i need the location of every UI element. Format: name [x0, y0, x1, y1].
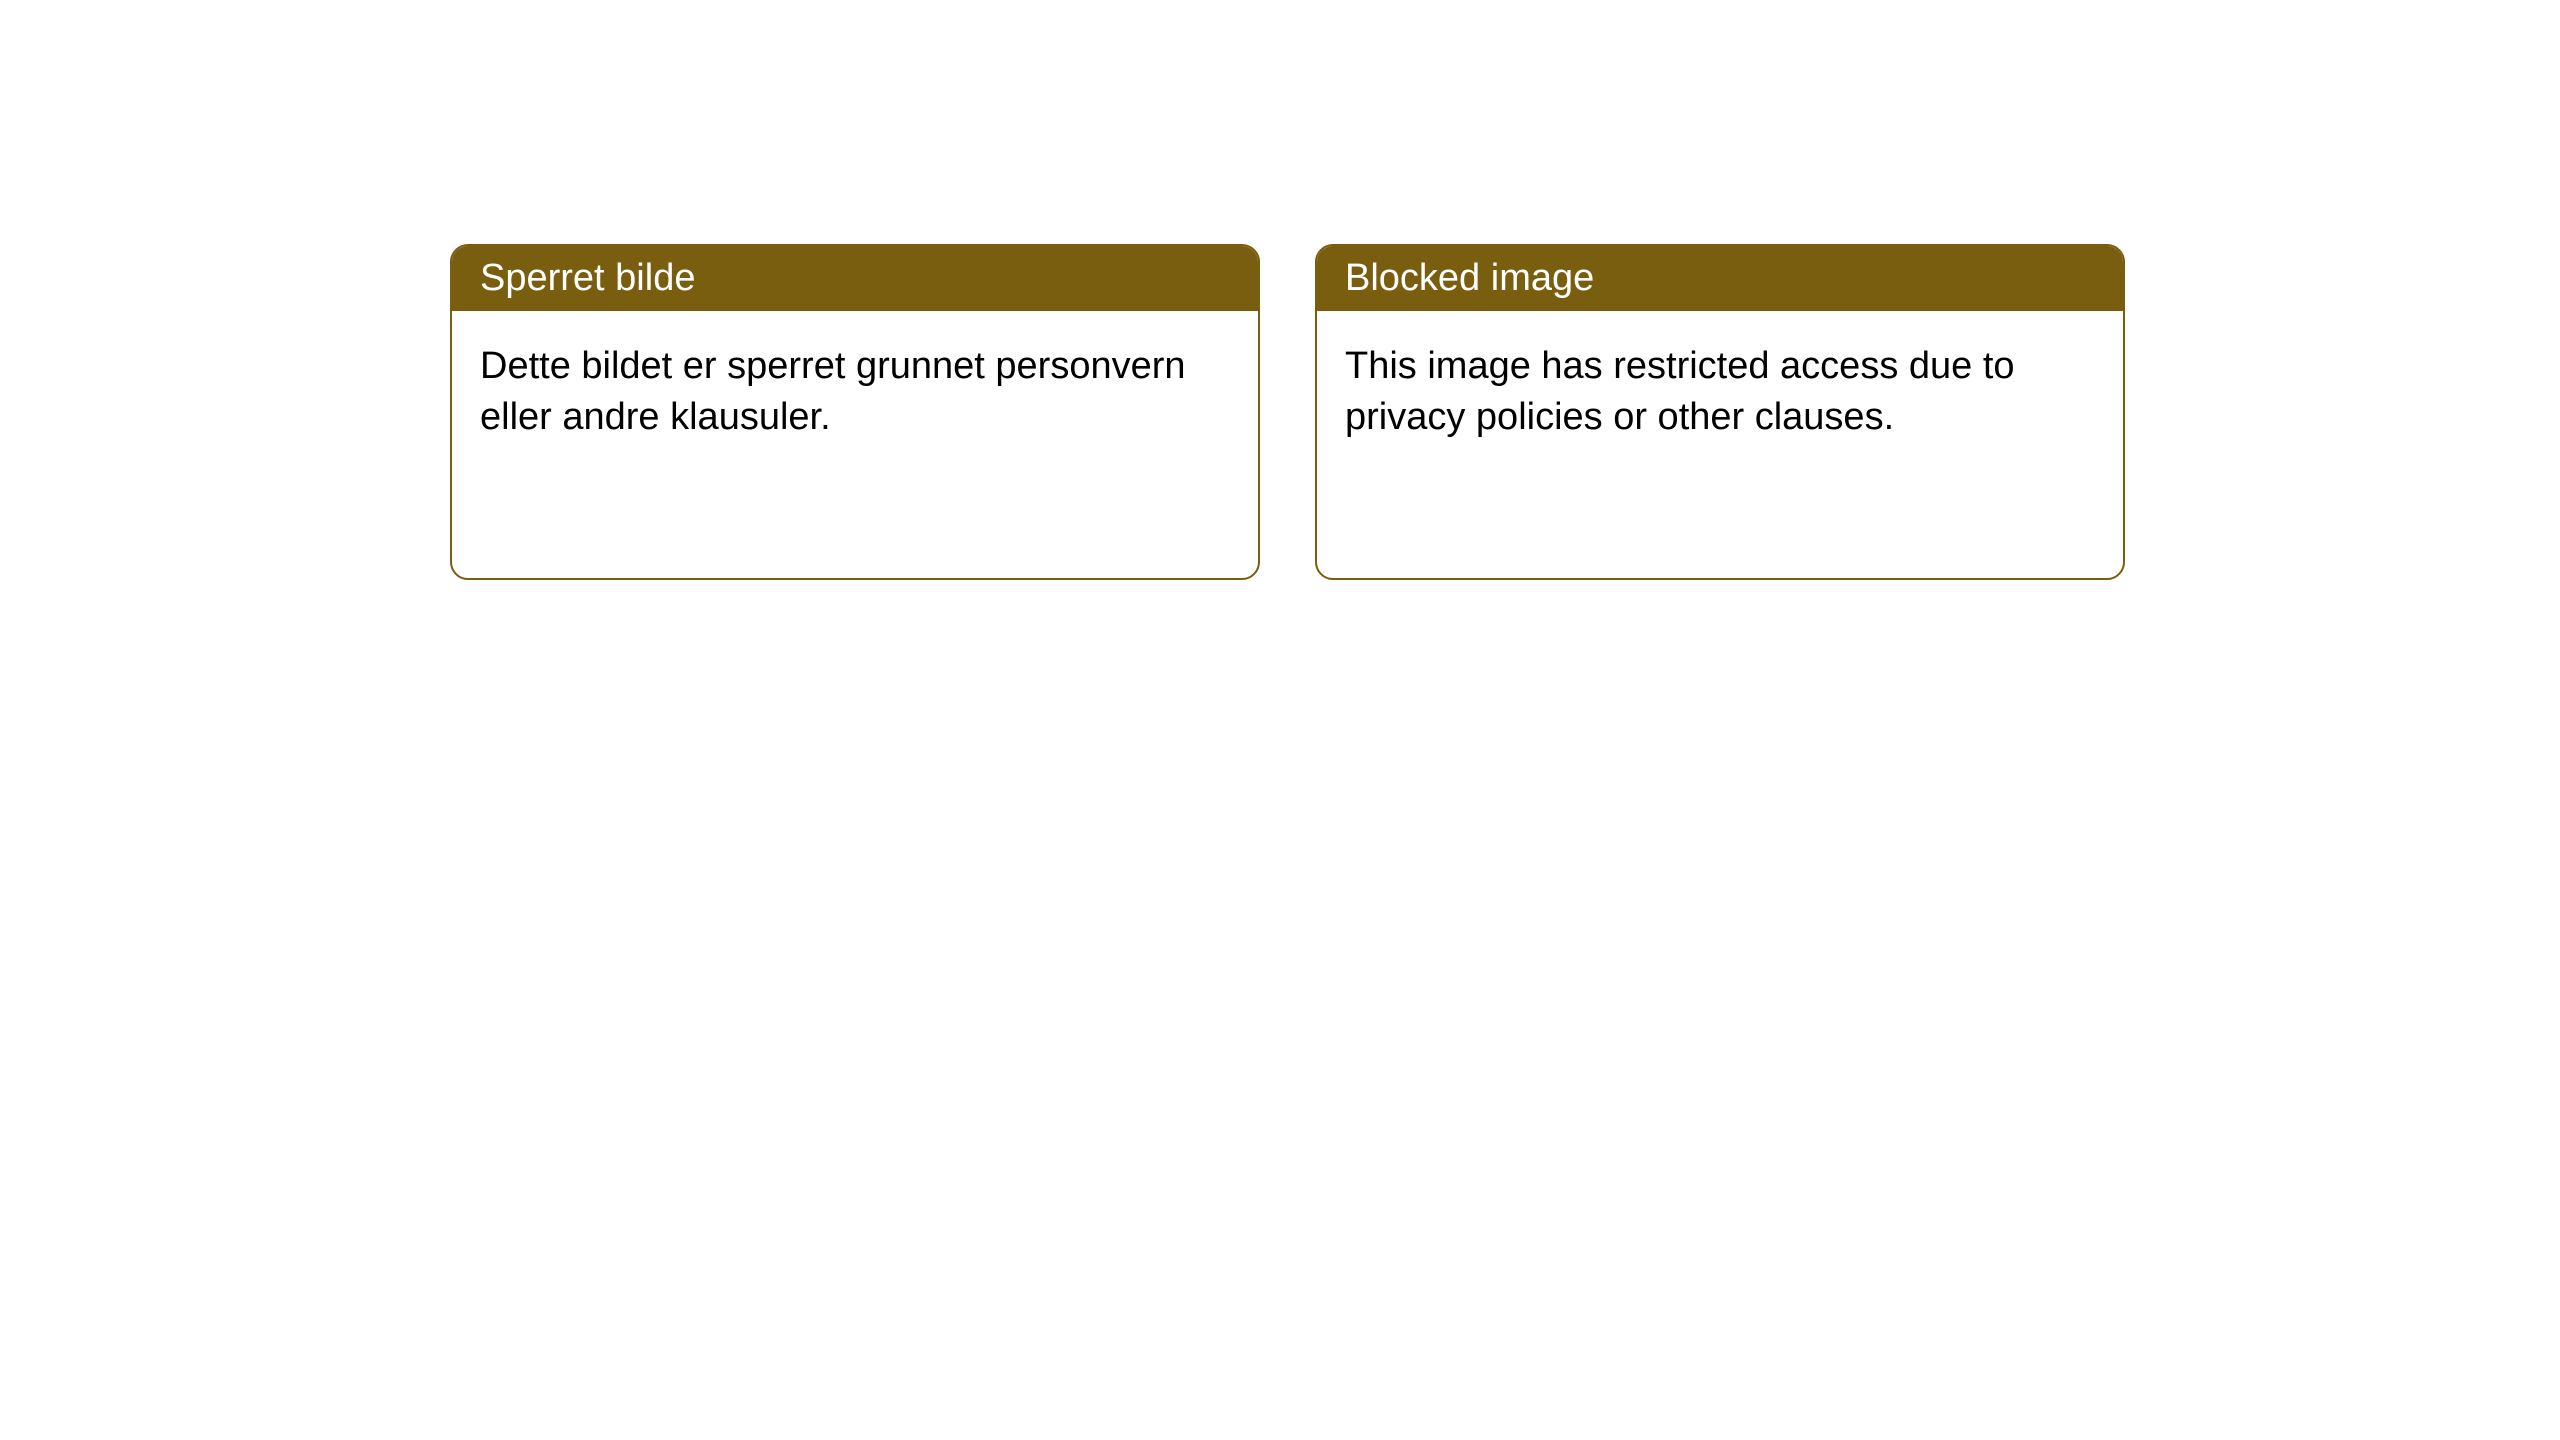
notice-body: This image has restricted access due to …: [1317, 311, 2123, 474]
notice-body-text: This image has restricted access due to …: [1345, 345, 2015, 438]
notice-container: Sperret bilde Dette bildet er sperret gr…: [0, 0, 2560, 580]
notice-body-text: Dette bildet er sperret grunnet personve…: [480, 345, 1186, 438]
notice-title: Sperret bilde: [480, 257, 695, 299]
notice-header: Blocked image: [1317, 246, 2123, 311]
notice-header: Sperret bilde: [452, 246, 1258, 311]
notice-card-english: Blocked image This image has restricted …: [1315, 244, 2125, 580]
notice-title: Blocked image: [1345, 257, 1594, 299]
notice-card-norwegian: Sperret bilde Dette bildet er sperret gr…: [450, 244, 1260, 580]
notice-body: Dette bildet er sperret grunnet personve…: [452, 311, 1258, 474]
